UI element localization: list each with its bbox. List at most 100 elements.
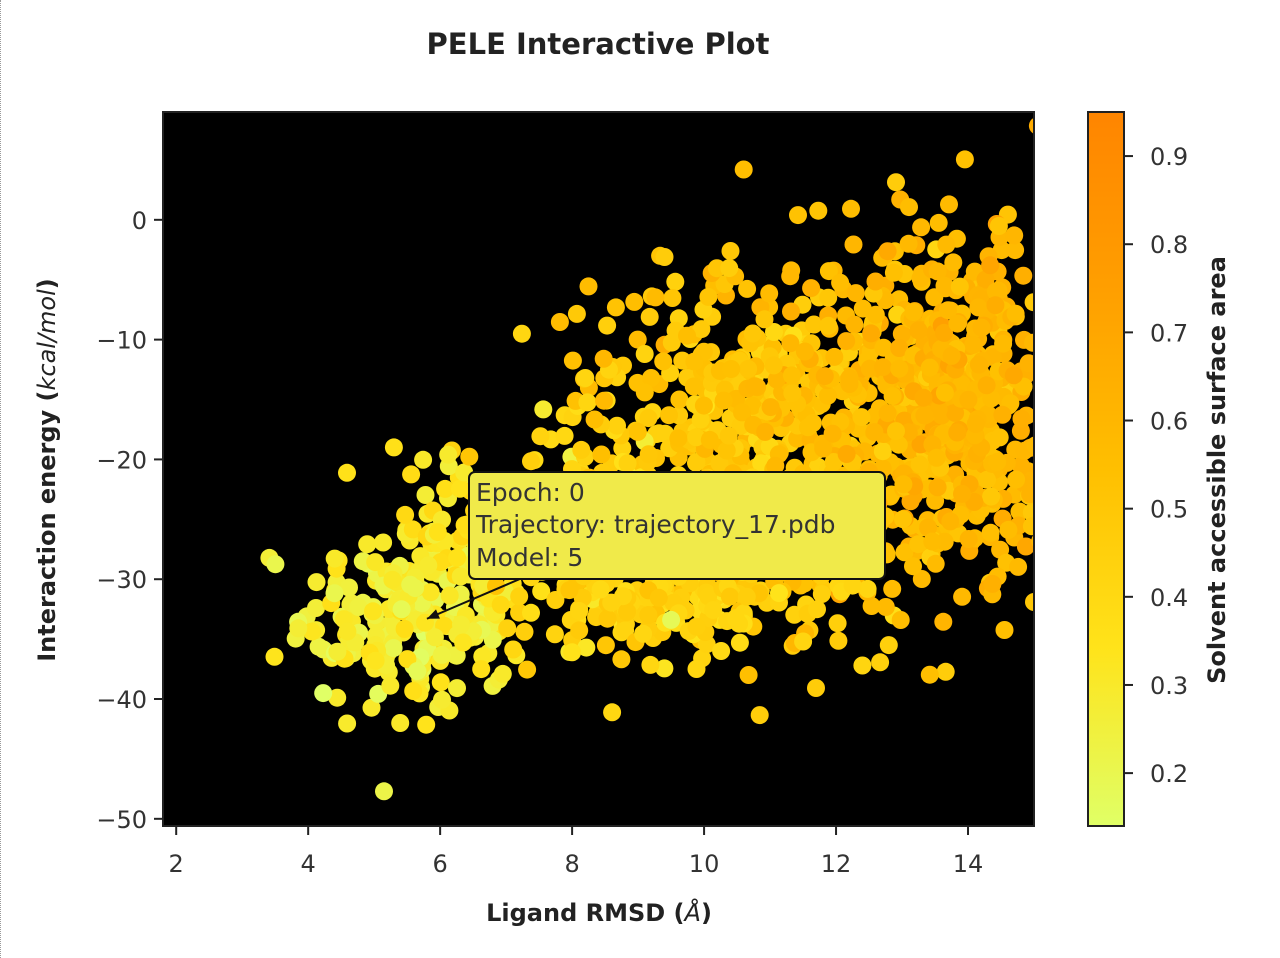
scatter-point bbox=[534, 400, 553, 419]
scatter-point bbox=[579, 277, 598, 296]
scatter-point bbox=[578, 393, 597, 412]
scatter-point bbox=[895, 543, 914, 562]
annotation-model: Model: 5 bbox=[476, 543, 583, 572]
scatter-point bbox=[842, 199, 860, 218]
scatter-point bbox=[755, 310, 774, 329]
scatter-point bbox=[878, 404, 897, 423]
scatter-point bbox=[563, 351, 582, 370]
scatter-point bbox=[512, 324, 531, 343]
scatter-point bbox=[699, 287, 718, 306]
scatter-point bbox=[545, 625, 564, 644]
scatter-point bbox=[491, 595, 510, 614]
scatter-point bbox=[425, 628, 444, 647]
scatter-point bbox=[804, 315, 823, 334]
annotation-epoch: Epoch: 0 bbox=[476, 478, 585, 507]
scatter-point bbox=[928, 478, 947, 497]
scatter-point bbox=[1042, 266, 1060, 284]
scatter-point bbox=[1037, 381, 1055, 399]
scatter-point bbox=[782, 366, 801, 385]
scatter-point bbox=[948, 423, 967, 442]
x-tick-label: 14 bbox=[953, 850, 984, 878]
scatter-point bbox=[920, 358, 939, 377]
scatter-point bbox=[374, 533, 393, 552]
scatter-point bbox=[576, 369, 595, 387]
scatter-point bbox=[375, 782, 393, 801]
scatter-point bbox=[939, 301, 957, 320]
annotation-arrowhead bbox=[426, 609, 440, 619]
colorbar-tick-label: 0.4 bbox=[1150, 584, 1188, 612]
scatter-point bbox=[1040, 553, 1058, 571]
scatter-point bbox=[894, 510, 912, 529]
scatter-point bbox=[338, 714, 357, 733]
scatter-point bbox=[1024, 333, 1034, 352]
scatter-point bbox=[989, 217, 1008, 235]
scatter-point bbox=[1009, 557, 1028, 576]
scatter-point bbox=[764, 356, 783, 375]
scatter-point bbox=[904, 557, 922, 576]
scatter-point bbox=[1004, 366, 1023, 385]
scatter-point bbox=[396, 505, 415, 524]
scatter-point bbox=[978, 470, 996, 489]
colorbar bbox=[1087, 111, 1125, 827]
scatter-point bbox=[944, 253, 963, 272]
scatter-point bbox=[635, 345, 654, 363]
scatter-point bbox=[687, 428, 706, 447]
scatter-point bbox=[721, 242, 740, 260]
scatter-point bbox=[934, 612, 953, 631]
scatter-point bbox=[925, 288, 944, 307]
scatter-point bbox=[788, 429, 807, 448]
scatter-point bbox=[923, 532, 942, 551]
y-tick-label: −20 bbox=[96, 446, 147, 474]
scatter-point bbox=[714, 391, 733, 410]
scatter-point bbox=[618, 454, 637, 473]
scatter-point bbox=[878, 242, 897, 261]
scatter-point bbox=[969, 355, 988, 374]
x-axis-label: Ligand RMSD (Å) bbox=[486, 898, 712, 927]
scatter-point bbox=[756, 422, 775, 441]
scatter-point bbox=[404, 682, 423, 700]
scatter-point bbox=[1014, 266, 1033, 285]
scatter-point bbox=[766, 456, 785, 475]
scatter-point bbox=[876, 598, 895, 616]
scatter-point bbox=[606, 298, 625, 317]
scatter-point bbox=[421, 583, 440, 602]
scatter-point bbox=[999, 520, 1018, 539]
scatter-point bbox=[403, 520, 422, 539]
colorbar-label: Solvent accessible surface area bbox=[1203, 256, 1231, 684]
scatter-point bbox=[616, 621, 635, 640]
scatter-point bbox=[585, 410, 604, 429]
scatter-point bbox=[563, 643, 582, 662]
scatter-point bbox=[639, 445, 658, 464]
scatter-point bbox=[402, 465, 421, 484]
scatter-point bbox=[515, 622, 534, 641]
scatter-point bbox=[862, 597, 881, 615]
scatter-point bbox=[966, 415, 985, 434]
x-axis: 2 4 6 8 10 12 14 bbox=[169, 826, 984, 878]
scatter-point bbox=[1012, 409, 1031, 428]
y-tick-label: −40 bbox=[96, 686, 147, 714]
scatter-point bbox=[948, 314, 967, 333]
scatter-point bbox=[639, 409, 658, 428]
point-annotation: Epoch: 0 Trajectory: trajectory_17.pdb M… bbox=[426, 471, 886, 620]
scatter-point bbox=[685, 352, 704, 371]
scatter-point bbox=[660, 406, 678, 425]
scatter-point bbox=[990, 428, 1009, 447]
scatter-point bbox=[416, 486, 435, 504]
scatter-point bbox=[655, 659, 674, 678]
scatter-point bbox=[384, 639, 403, 658]
scatter-point bbox=[1022, 517, 1034, 536]
scatter-point bbox=[887, 422, 905, 441]
scatter-point bbox=[592, 445, 611, 464]
scatter-point bbox=[831, 273, 850, 292]
scatter-point bbox=[840, 375, 859, 393]
scatter-point bbox=[641, 655, 660, 674]
scatter-point bbox=[1063, 351, 1081, 369]
colorbar-tick-label: 0.7 bbox=[1150, 319, 1188, 347]
scatter-point bbox=[362, 698, 381, 717]
scatter-point bbox=[825, 347, 844, 366]
scatter-point bbox=[1025, 593, 1034, 611]
scatter-point bbox=[1016, 537, 1034, 556]
scatter-point bbox=[654, 352, 673, 371]
scatter-point bbox=[952, 375, 971, 394]
scatter-point bbox=[935, 276, 954, 295]
